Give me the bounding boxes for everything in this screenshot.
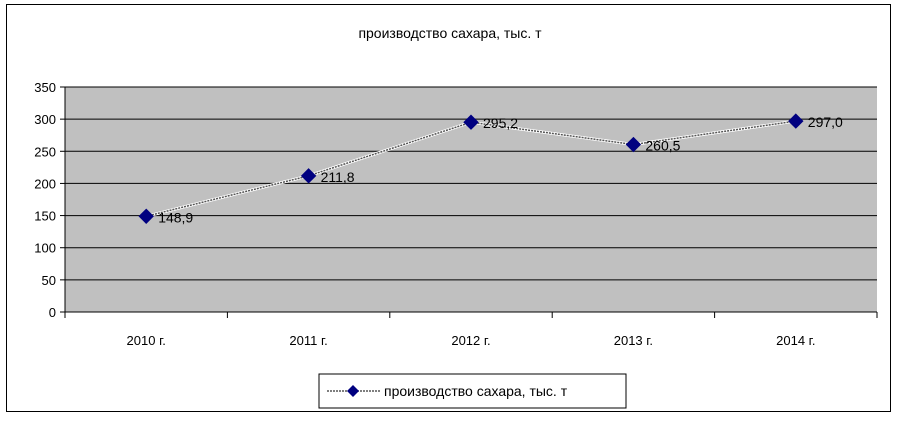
x-axis-tick-labels: 2010 г. 2011 г. 2012 г. 2013 г. 2014 г. [127,333,816,348]
data-labels: 148,9 211,8 295,2 260,5 297,0 [158,114,843,225]
legend-label: производство сахара, тыс. т [384,383,568,399]
y-tick-label: 200 [34,176,56,191]
y-tick-label: 250 [34,144,56,159]
y-tick-label: 0 [49,305,56,320]
data-point-marker [138,208,154,224]
y-tick-label: 300 [34,112,56,127]
data-label: 211,8 [321,169,355,185]
data-point-marker [300,168,317,184]
axes [60,86,878,318]
x-tick-label: 2012 г. [451,333,490,348]
data-label: 260,5 [645,138,680,154]
data-point-marker [625,136,642,153]
legend: производство сахара, тыс. т [318,373,627,409]
y-tick-label: 350 [34,80,56,95]
y-tick-label: 150 [34,209,56,224]
series-markers [138,113,804,224]
series-line [146,120,796,218]
x-tick-label: 2011 г. [289,333,327,348]
data-label: 148,9 [158,209,193,225]
y-axis-tick-labels: 0 50 100 150 200 250 300 350 [34,80,56,320]
y-tick-label: 100 [34,241,56,256]
data-point-marker [788,113,804,129]
x-tick-label: 2014 г. [776,333,815,348]
data-point-marker [463,114,479,130]
legend-marker-diamond [347,385,359,397]
data-label: 297,0 [808,114,843,130]
chart-title: производство сахара, тыс. т [358,25,542,41]
x-tick-label: 2013 г. [614,333,653,348]
x-tick-label: 2010 г. [127,333,166,348]
y-tick-label: 50 [42,273,56,288]
data-label: 295,2 [483,115,518,131]
